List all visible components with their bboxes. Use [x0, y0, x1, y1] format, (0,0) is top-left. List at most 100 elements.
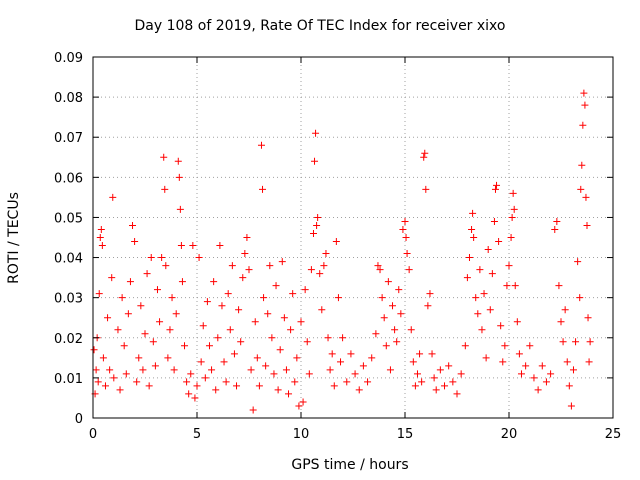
data-point — [172, 310, 180, 318]
data-point — [576, 294, 584, 302]
data-point — [330, 382, 338, 390]
data-point — [137, 302, 145, 310]
data-point — [181, 342, 189, 350]
data-point — [210, 278, 218, 286]
x-tick-label: 5 — [193, 427, 201, 442]
data-point — [156, 318, 164, 326]
data-point — [468, 225, 476, 233]
data-point — [295, 402, 303, 410]
data-point — [343, 378, 351, 386]
data-point — [493, 181, 501, 189]
data-point — [586, 338, 594, 346]
data-point — [177, 242, 185, 250]
data-point — [104, 314, 112, 322]
y-tick-label: 0.02 — [54, 332, 83, 347]
data-point — [436, 366, 444, 374]
data-point — [96, 234, 104, 241]
data-point — [569, 366, 577, 374]
data-point — [445, 362, 453, 370]
y-tick-label: 0.01 — [54, 372, 83, 387]
data-point — [228, 262, 236, 270]
data-point — [251, 318, 259, 326]
data-point — [135, 354, 143, 362]
data-point — [118, 294, 126, 302]
data-point — [426, 290, 434, 298]
data-point — [424, 302, 432, 310]
data-point — [515, 350, 523, 358]
data-point — [239, 274, 247, 282]
data-point — [409, 358, 417, 366]
data-point — [95, 290, 103, 298]
data-point — [547, 370, 555, 378]
y-tick-label: 0.05 — [54, 211, 83, 226]
data-point — [307, 266, 315, 274]
x-axis-ticks: 0 5 10 15 20 25 — [89, 57, 621, 442]
data-point — [257, 141, 265, 149]
data-point — [563, 358, 571, 366]
x-tick-label: 25 — [605, 427, 622, 442]
data-point — [505, 262, 513, 270]
data-point — [484, 246, 492, 254]
data-point — [476, 266, 484, 274]
grid-lines — [93, 57, 613, 418]
data-point — [243, 234, 251, 241]
data-point — [191, 394, 199, 402]
data-point — [266, 262, 274, 270]
data-point — [270, 370, 278, 378]
data-point — [509, 189, 517, 197]
data-point — [109, 193, 117, 201]
data-point — [491, 185, 499, 193]
data-point — [557, 318, 565, 326]
data-point — [195, 254, 203, 262]
data-point — [106, 366, 114, 374]
data-point — [530, 374, 538, 382]
data-point — [378, 294, 386, 302]
data-point — [92, 366, 100, 374]
data-point — [230, 350, 238, 358]
data-point — [122, 370, 130, 378]
data-point — [526, 342, 534, 350]
data-point — [405, 266, 413, 274]
data-point — [578, 161, 586, 169]
data-point — [220, 358, 228, 366]
data-point — [561, 306, 569, 314]
data-points — [90, 89, 594, 414]
data-point — [170, 366, 178, 374]
data-point — [201, 374, 209, 382]
data-point — [501, 342, 509, 350]
data-point — [176, 205, 184, 213]
data-point — [339, 334, 347, 342]
data-point — [583, 221, 591, 229]
data-point — [574, 258, 582, 266]
data-point — [276, 346, 284, 354]
data-point — [428, 350, 436, 358]
data-point — [449, 378, 457, 386]
data-point — [212, 386, 220, 394]
data-point — [382, 342, 390, 350]
data-point — [99, 354, 107, 362]
data-point — [393, 338, 401, 346]
data-point — [395, 286, 403, 294]
data-point — [101, 382, 109, 390]
x-axis-label: GPS time / hours — [291, 457, 409, 473]
data-point — [372, 330, 380, 338]
data-point — [245, 266, 253, 274]
data-point — [407, 326, 415, 334]
data-point — [216, 242, 224, 250]
y-tick-label: 0.09 — [54, 51, 83, 66]
data-point — [139, 366, 147, 374]
data-point — [416, 350, 424, 358]
data-point — [490, 217, 498, 225]
chart-title: Day 108 of 2019, Rate Of TEC Index for r… — [134, 18, 506, 34]
data-point — [534, 386, 542, 394]
data-point — [149, 338, 157, 346]
data-point — [399, 225, 407, 233]
data-point — [189, 242, 197, 250]
data-point — [555, 282, 563, 290]
data-point — [141, 330, 149, 338]
data-point — [293, 354, 301, 362]
data-point — [309, 229, 317, 237]
data-point — [397, 310, 405, 318]
x-tick-label: 0 — [89, 427, 97, 442]
data-point — [422, 185, 430, 193]
